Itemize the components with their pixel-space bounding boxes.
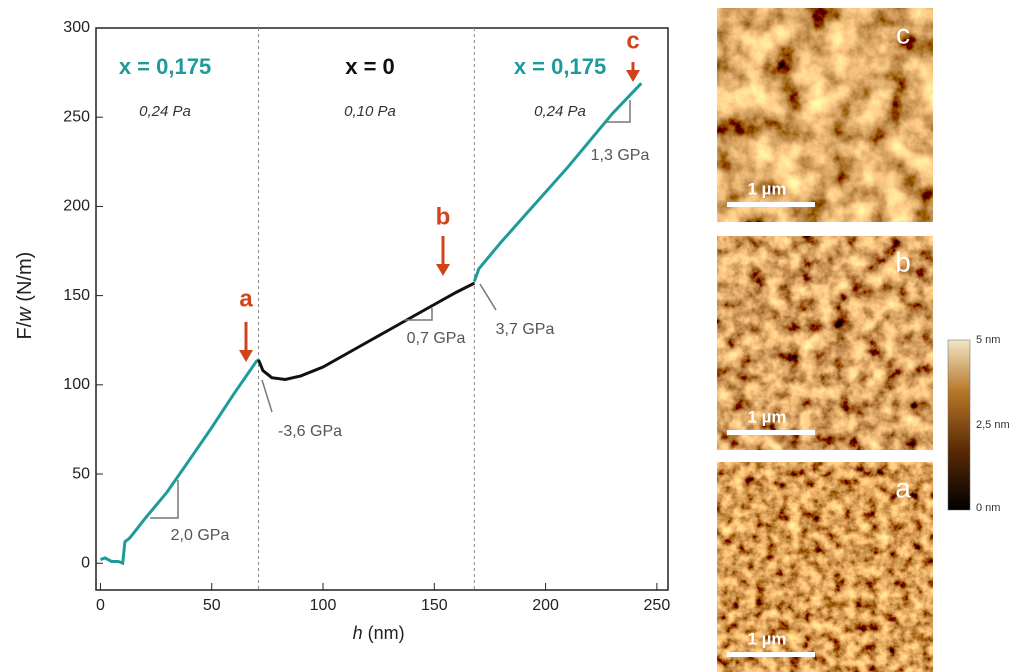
slope-label: 2,0 GPa: [171, 527, 230, 544]
scale-bar-label: 1 µm: [747, 407, 786, 426]
colorbar-label: 5 nm: [976, 334, 1000, 346]
y-axis-var: F/: [14, 321, 36, 339]
afm-image: [717, 236, 933, 450]
image-label: c: [896, 18, 910, 49]
region-pressure: 0,10 Pa: [344, 103, 396, 120]
x-tick-label: 50: [203, 597, 221, 614]
y-axis-label: F/w (N/m): [14, 252, 36, 340]
x-tick-label: 100: [310, 597, 337, 614]
y-tick-label: 250: [63, 108, 90, 125]
scale-bar: [727, 430, 815, 435]
data-line: [99, 358, 260, 566]
marker-arrowhead: [239, 350, 253, 362]
afm-image: [717, 462, 933, 672]
y-tick-label: 50: [72, 465, 90, 482]
x-tick-label: 200: [532, 597, 559, 614]
marker-label: c: [626, 27, 639, 54]
data-line: [472, 82, 643, 282]
y-axis-unit: (N/m): [14, 252, 36, 302]
scale-bar: [727, 652, 815, 657]
plot-frame: [95, 27, 669, 591]
y-tick-label: 100: [63, 376, 90, 393]
y-tick-label: 150: [63, 287, 90, 304]
slope-marker: [606, 100, 631, 123]
scale-bar-label: 1 µm: [747, 179, 786, 198]
slope-marker: [261, 379, 273, 413]
image-label: a: [895, 472, 911, 503]
scale-bar: [727, 202, 815, 207]
x-tick-label: 150: [421, 597, 448, 614]
y-tick-label: 0: [81, 554, 90, 571]
x-tick-label: 250: [644, 597, 671, 614]
colorbar: [947, 339, 971, 511]
marker-arrowhead: [436, 264, 450, 276]
chart: 0 50 100 150 200 250 0 50 100 150 200 250 300 h (nm) F…: [14, 19, 670, 643]
scale-bar-label: 1 µm: [747, 629, 786, 648]
slope-label: 1,3 GPa: [591, 147, 650, 164]
slope-marker: [404, 308, 433, 321]
slope-label: 0,7 GPa: [407, 330, 466, 347]
slope-label: -3,6 GPa: [278, 423, 342, 440]
region-label: x = 0,175: [514, 54, 606, 79]
x-axis-var: h: [353, 623, 363, 643]
x-tick-label: 0: [96, 597, 105, 614]
slope-marker: [479, 283, 497, 311]
image-label: b: [895, 246, 911, 277]
y-tick-label: 200: [63, 198, 90, 215]
marker-label: a: [239, 285, 253, 312]
colorbar-label: 0 nm: [976, 502, 1000, 514]
marker-arrowhead: [626, 70, 640, 82]
data-line: [257, 281, 476, 382]
y-axis-var: w: [14, 306, 36, 322]
x-axis-label: h (nm): [353, 623, 405, 643]
colorbar-label: 2,5 nm: [976, 419, 1010, 431]
y-tick-label: 300: [63, 19, 90, 36]
slope-marker: [150, 480, 179, 519]
region-pressure: 0,24 Pa: [139, 103, 191, 120]
afm-image: [717, 8, 933, 222]
marker-label: b: [436, 203, 451, 230]
x-axis-unit: (nm): [368, 623, 405, 643]
region-label: x = 0,175: [119, 54, 211, 79]
afm-panels: c 1 µm b 1 µm a 1 µm 5 nm 2,5 nm 0 nm: [717, 8, 1010, 672]
region-pressure: 0,24 Pa: [534, 103, 586, 120]
region-label: x = 0: [345, 54, 395, 79]
slope-label: 3,7 GPa: [496, 321, 555, 338]
